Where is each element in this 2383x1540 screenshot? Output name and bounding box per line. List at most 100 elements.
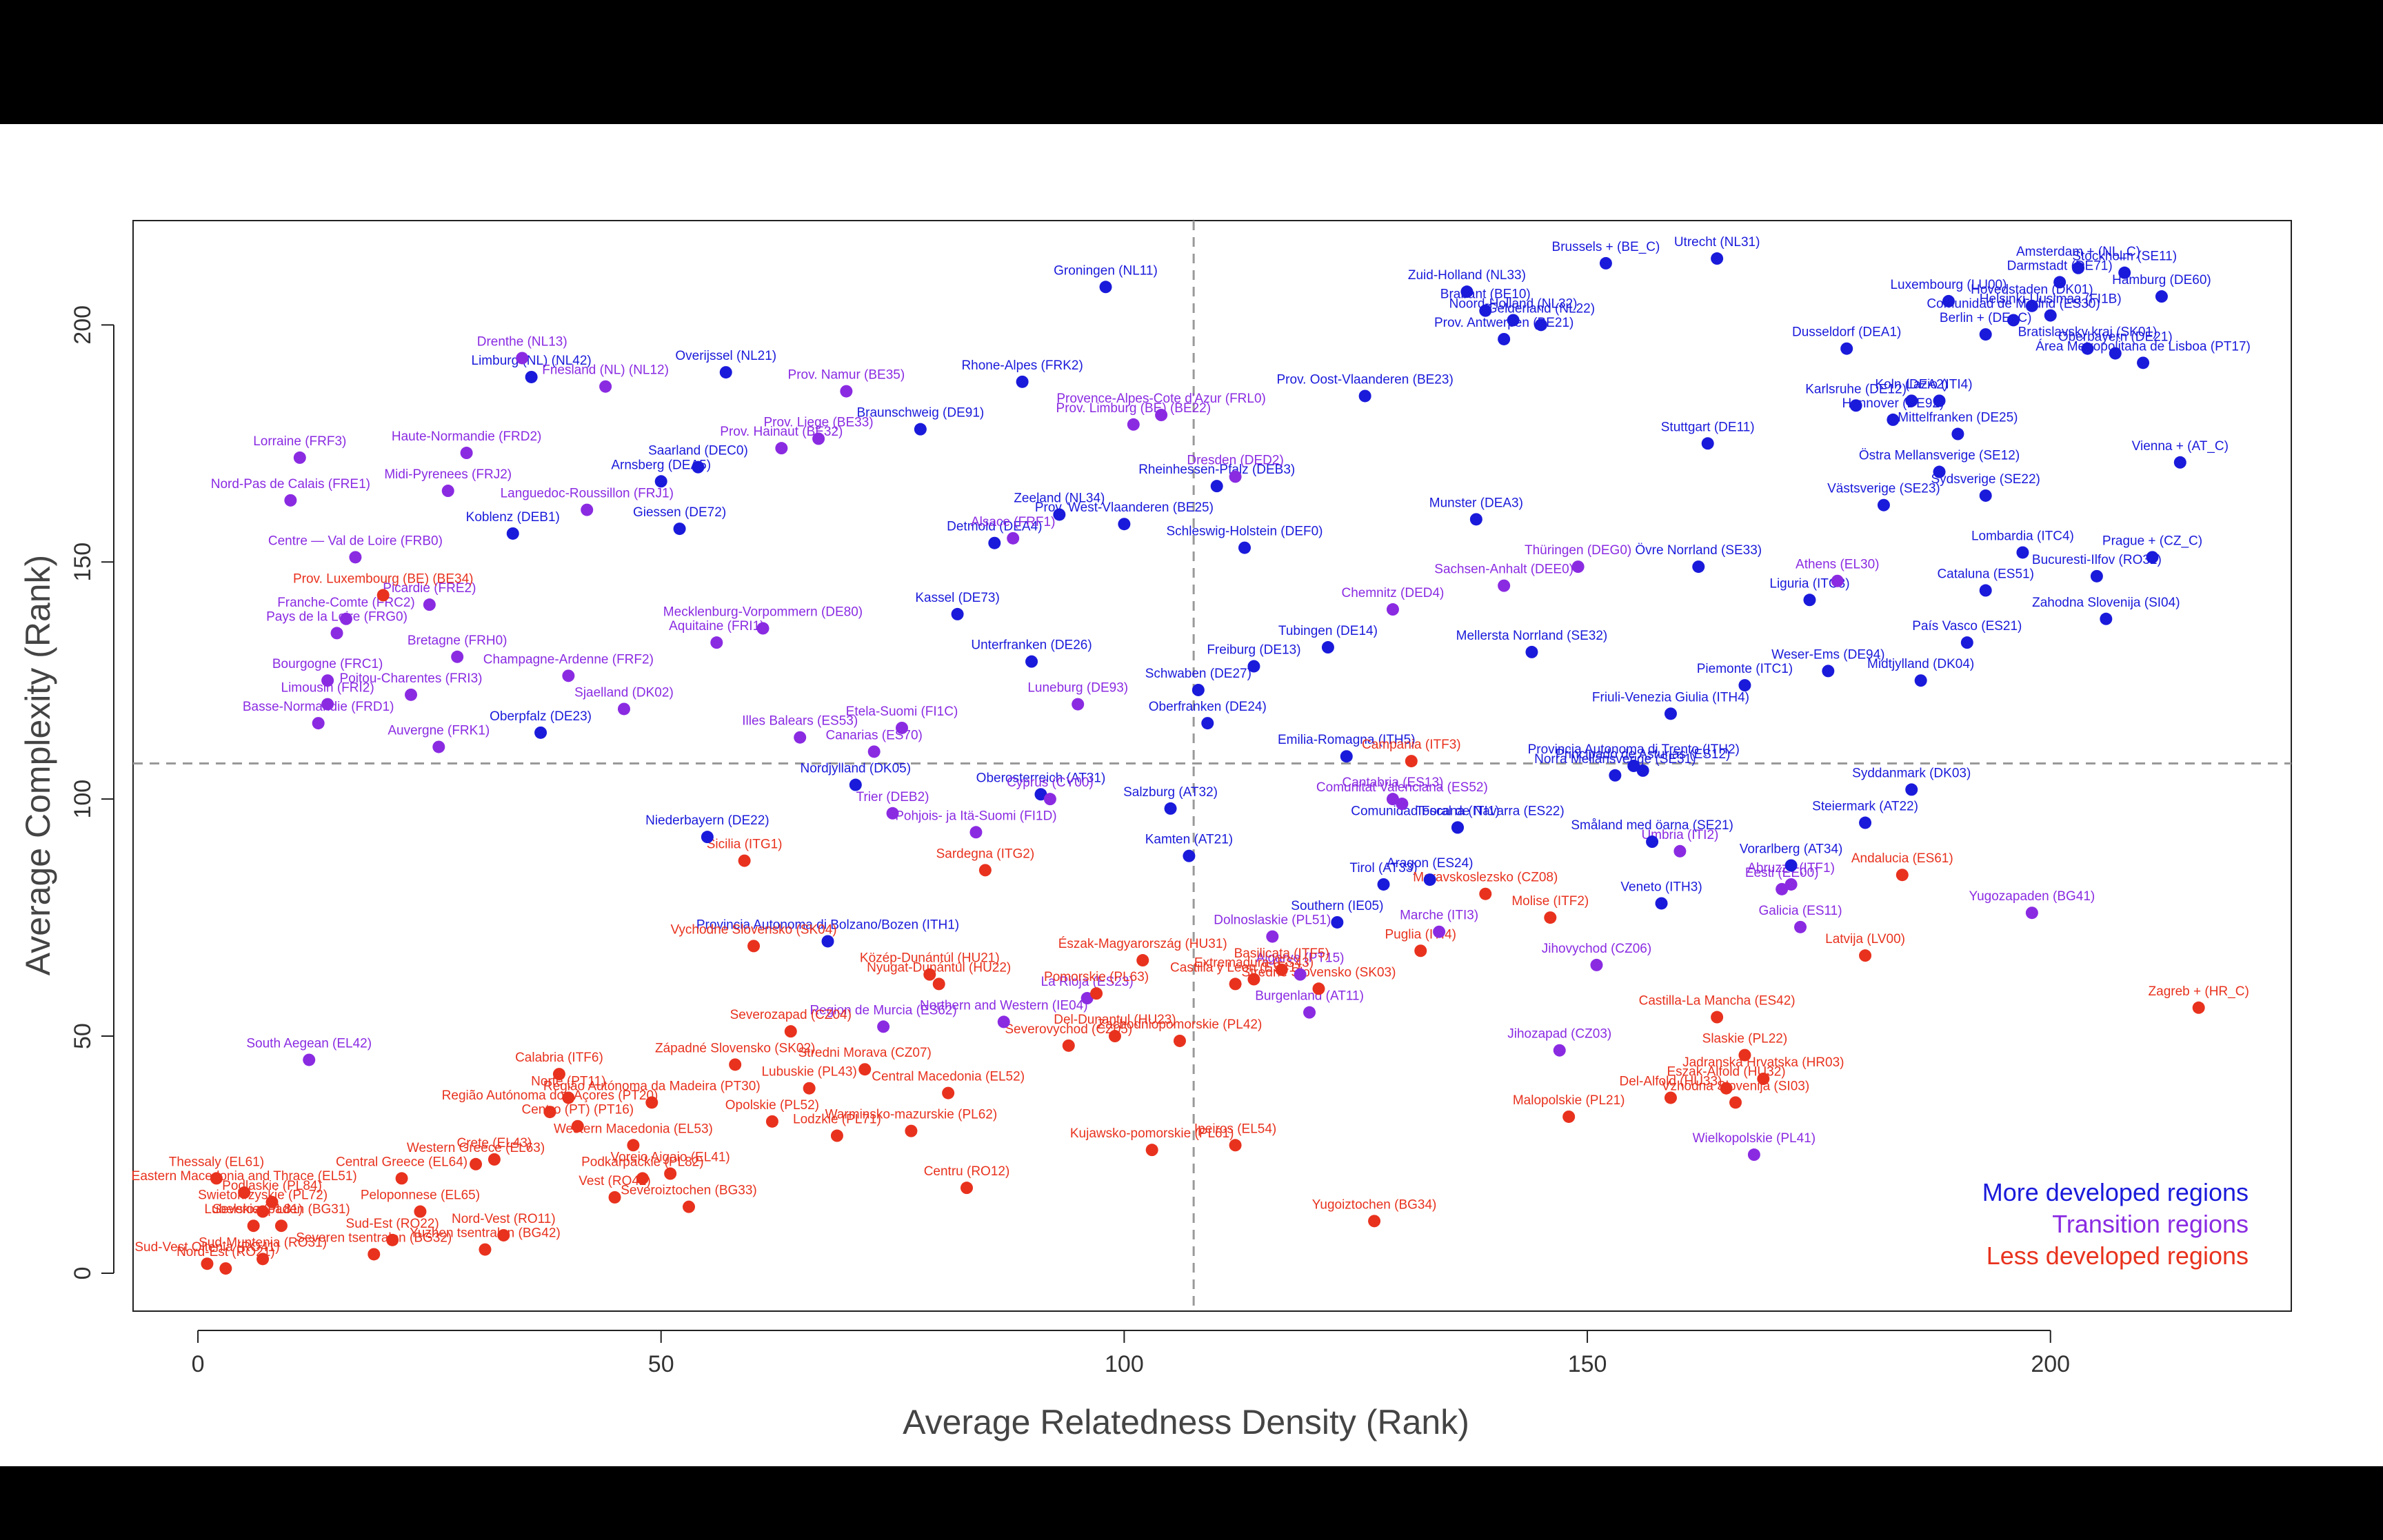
x-tick-label: 50 bbox=[648, 1351, 674, 1377]
data-point bbox=[1099, 281, 1112, 294]
data-point-label: Hamburg (DE60) bbox=[2112, 273, 2211, 287]
data-point-label: Cyprus (CY00) bbox=[1007, 776, 1094, 790]
data-point-label: Toscana (ITI1) bbox=[1416, 804, 1499, 818]
data-point-label: Közép-Dunántúl (HU21) bbox=[860, 951, 1000, 966]
data-point bbox=[1877, 498, 1890, 511]
data-point-label: Stuttgart (DE11) bbox=[1661, 420, 1755, 434]
data-point bbox=[1942, 294, 1955, 307]
data-point bbox=[1914, 674, 1927, 687]
data-point bbox=[673, 523, 686, 536]
data-point bbox=[1776, 882, 1789, 895]
data-point-label: Languedoc-Roussillon (FRJ1) bbox=[501, 487, 674, 501]
data-point bbox=[1062, 1039, 1075, 1052]
x-tick-label: 200 bbox=[2031, 1351, 2070, 1377]
data-point-label: Zeeland (NL34) bbox=[1014, 491, 1105, 505]
data-point bbox=[1849, 399, 1862, 412]
data-point-label: Bourgogne (FRC1) bbox=[272, 657, 383, 671]
data-point bbox=[525, 370, 538, 383]
data-point-label: Champagne-Ardenne (FRF2) bbox=[483, 652, 654, 667]
data-point bbox=[1321, 641, 1334, 654]
data-point bbox=[441, 485, 454, 498]
data-point bbox=[2173, 456, 2186, 469]
data-point-label: Andalucia (ES61) bbox=[1851, 851, 1953, 866]
data-point bbox=[1414, 944, 1427, 958]
data-point-label: Voreio Aigaio (EL41) bbox=[611, 1151, 730, 1165]
data-point-label: Trier (DEB2) bbox=[856, 790, 929, 804]
data-point-label: Emilia-Romagna (ITH5) bbox=[1278, 733, 1416, 747]
data-point bbox=[1822, 665, 1835, 678]
data-point bbox=[1590, 958, 1603, 971]
data-point bbox=[608, 1191, 621, 1204]
data-point-label: Niederbayern (DE22) bbox=[645, 813, 770, 828]
data-point-label: Provence-Alpes-Cote d'Azur (FRL0) bbox=[1056, 392, 1266, 406]
data-point bbox=[1210, 480, 1223, 493]
data-point-label: Nord-Est (RO21) bbox=[177, 1245, 275, 1259]
data-point-label: Western Greece (EL63) bbox=[407, 1141, 545, 1155]
data-point bbox=[339, 612, 352, 625]
data-point-label: Pomorskie (PL63) bbox=[1044, 970, 1149, 984]
data-point-label: Nord-Vest (RO11) bbox=[452, 1212, 556, 1226]
data-point-label: Canarias (ES70) bbox=[825, 728, 922, 742]
data-point bbox=[1571, 560, 1585, 574]
data-point bbox=[886, 807, 899, 820]
data-point bbox=[1423, 873, 1436, 886]
data-point-label: Nordjylland (DK05) bbox=[801, 762, 912, 776]
point-labels: Groningen (NL11) Zuid-Holland (NL33) Bruss… bbox=[132, 235, 2251, 1259]
data-point-label: Dusseldorf (DEA1) bbox=[1792, 325, 1901, 340]
data-point-label: Centre — Val de Loire (FRB0) bbox=[268, 534, 443, 548]
data-point bbox=[1655, 897, 1668, 910]
data-point bbox=[1534, 318, 1547, 332]
data-point bbox=[1053, 508, 1066, 521]
data-point-label: Friuli-Venezia Giulia (ITH4) bbox=[1592, 690, 1749, 705]
data-point-label: Bucuresti-Ilfov (RO32) bbox=[2032, 553, 2162, 567]
data-point-label: Alsace (FRF1) bbox=[971, 515, 1055, 529]
data-point bbox=[1905, 783, 1918, 796]
data-point-label: Darmstadt (DE71) bbox=[2007, 259, 2113, 273]
data-point-label: Prov. Hainaut (BE32) bbox=[720, 425, 843, 439]
data-point bbox=[1951, 427, 1964, 440]
data-point bbox=[257, 1253, 270, 1266]
data-point-label: Jadranska Hrvatska (HR03) bbox=[1682, 1055, 1844, 1070]
data-point-label: Provincia Autonoma di Trento (ITH2) bbox=[1528, 742, 1740, 757]
data-point bbox=[1016, 375, 1029, 388]
data-point bbox=[1247, 660, 1260, 673]
data-point bbox=[877, 1020, 890, 1033]
data-point bbox=[794, 731, 807, 744]
data-point-label: Koln (DEA2) bbox=[1875, 377, 1948, 392]
data-point-label: Swietokrzyskie (PL72) bbox=[198, 1188, 328, 1203]
data-point bbox=[645, 1096, 658, 1109]
data-point-label: Norra Mellansverige (SE31) bbox=[1534, 752, 1696, 767]
data-point bbox=[729, 1058, 742, 1071]
data-point-label: Latvija (LV00) bbox=[1825, 932, 1905, 946]
data-point bbox=[1405, 755, 1418, 768]
data-point-label: Prov. Oost-Vlaanderen (BE23) bbox=[1277, 372, 1454, 387]
data-point-label: Groningen (NL11) bbox=[1054, 263, 1158, 278]
data-point-label: Koblenz (DEB1) bbox=[466, 510, 560, 525]
data-point bbox=[849, 778, 862, 791]
data-point bbox=[2090, 569, 2103, 582]
data-point bbox=[1599, 256, 1612, 270]
y-tick-label: 150 bbox=[70, 543, 96, 582]
data-point bbox=[1784, 859, 1798, 872]
data-point-label: Centru (RO12) bbox=[924, 1164, 1010, 1179]
data-point-label: Aquitaine (FRI1) bbox=[669, 619, 764, 634]
data-point bbox=[932, 977, 945, 991]
data-point-label: Západné Slovensko (SK02) bbox=[655, 1041, 815, 1055]
data-point-label: Algarve (PT15) bbox=[1256, 951, 1345, 966]
data-point bbox=[1164, 802, 1177, 815]
data-point-label: Eastern Macedonia and Thrace (EL51) bbox=[132, 1169, 357, 1184]
data-point-label: Prov. West-Vlaanderen (BE25) bbox=[1035, 500, 1214, 515]
scatter-chart: 0 50 100 150 200 0 50 100 150 200 Groningen (NL1… bbox=[19, 220, 2292, 1441]
data-point bbox=[636, 1172, 649, 1185]
data-point-label: Athens (EL30) bbox=[1796, 558, 1879, 572]
data-point bbox=[1831, 574, 1844, 587]
data-point-label: Salzburg (AT32) bbox=[1123, 785, 1218, 800]
data-point bbox=[654, 475, 667, 488]
y-tick-label: 50 bbox=[70, 1023, 96, 1049]
data-point-label: Wielkopolskie (PL41) bbox=[1693, 1131, 1816, 1146]
data-point bbox=[386, 1233, 399, 1246]
x-tick-label: 100 bbox=[1105, 1351, 1144, 1377]
data-point bbox=[840, 385, 853, 398]
data-point bbox=[368, 1248, 381, 1261]
data-point bbox=[1757, 1072, 1770, 1085]
